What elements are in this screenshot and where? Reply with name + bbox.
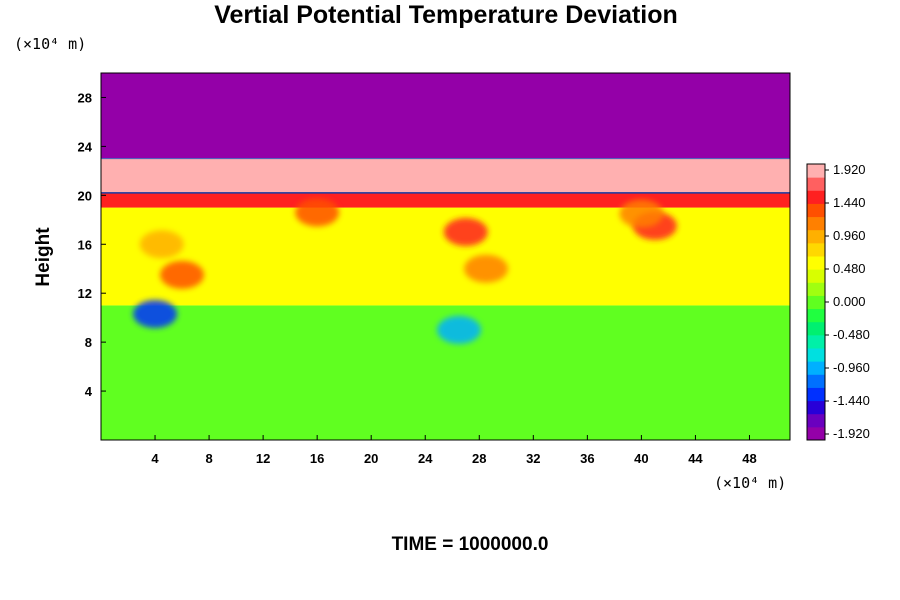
- colorbar-label: 0.960: [833, 228, 866, 243]
- colorbar-swatch: [807, 374, 825, 388]
- time-label: TIME = 1000000.0: [392, 534, 549, 555]
- colorbar-swatch: [807, 164, 825, 178]
- colorbar-label: 0.480: [833, 261, 866, 276]
- colorbar-label: -0.960: [833, 360, 870, 375]
- field-band-3: [101, 158, 790, 193]
- x-tick-label: 16: [310, 451, 324, 466]
- colorbar-swatch: [807, 203, 825, 218]
- y-tick-label: 20: [78, 188, 92, 203]
- x-tick-label: 40: [634, 451, 648, 466]
- colorbar-swatch: [807, 387, 825, 402]
- colorbar-swatch: [807, 361, 825, 375]
- colorbar-swatch: [807, 177, 825, 191]
- plot-fill: [101, 73, 790, 440]
- y-tick-label: 28: [78, 90, 92, 105]
- colorbar-swatch: [807, 308, 825, 323]
- y-tick-label: 12: [78, 286, 92, 301]
- colorbar-swatch: [807, 282, 825, 296]
- colorbar-swatch: [807, 190, 825, 204]
- field-band-1: [101, 207, 790, 306]
- chart-title: Vertial Potential Temperature Deviation: [214, 1, 678, 29]
- colorbar: 1.920 1.440 0.960 0.480 0.000 -0.480 -0.960 -1.…: [806, 162, 870, 441]
- field-anomaly-7: [133, 299, 178, 328]
- field-band-4: [101, 73, 790, 159]
- field-anomaly-1: [139, 230, 184, 259]
- x-unit-label: (×10⁴ m): [714, 474, 786, 492]
- y-axis-label: Height: [33, 227, 54, 287]
- x-tick-label: 20: [364, 451, 378, 466]
- field-anomaly-6: [295, 198, 340, 227]
- colorbar-swatch: [807, 295, 825, 310]
- colorbar-swatch: [807, 256, 825, 270]
- colorbar-swatch: [807, 334, 825, 349]
- colorbar-swatch: [807, 400, 825, 415]
- field-anomaly-0: [160, 260, 205, 289]
- x-tick-label: 44: [688, 451, 703, 466]
- colorbar-swatch: [807, 413, 825, 428]
- x-tick-label: 32: [526, 451, 540, 466]
- colorbar-label: 1.440: [833, 195, 866, 210]
- colorbar-swatch: [807, 216, 825, 231]
- colorbar-label: 1.920: [833, 162, 866, 177]
- y-tick-label: 8: [85, 335, 92, 350]
- colorbar-swatch: [807, 426, 825, 441]
- colorbar-label: -1.920: [833, 426, 870, 441]
- field-anomaly-2: [443, 218, 488, 247]
- x-tick-label: 8: [205, 451, 212, 466]
- plot-frame: [100, 72, 791, 441]
- colorbar-label: -0.480: [833, 327, 870, 342]
- colorbar-label: -1.440: [833, 393, 870, 408]
- y-tick-label: 16: [78, 237, 92, 252]
- colorbar-swatch: [807, 269, 825, 283]
- x-tick-label: 12: [256, 451, 270, 466]
- field-anomaly-3: [464, 254, 509, 283]
- y-tick-label: 24: [78, 139, 93, 154]
- field-anomaly-8: [437, 315, 482, 344]
- x-tick-label: 48: [742, 451, 756, 466]
- x-axis-ticks: 4 8 12 16 20 24 28 32 36 40 44 48: [151, 435, 757, 466]
- x-tick-label: 28: [472, 451, 486, 466]
- colorbar-swatch: [807, 348, 825, 362]
- y-axis-ticks: 4 8 12 16 20 24 28: [78, 90, 106, 399]
- field-anomaly-5: [619, 199, 664, 228]
- colorbar-swatch: [807, 321, 825, 336]
- x-tick-label: 24: [418, 451, 433, 466]
- colorbar-swatch: [807, 229, 825, 244]
- colorbar-label: 0.000: [833, 294, 866, 309]
- x-tick-label: 4: [151, 451, 159, 466]
- x-tick-label: 36: [580, 451, 594, 466]
- y-tick-label: 4: [85, 384, 93, 399]
- colorbar-swatch: [807, 242, 825, 257]
- y-unit-label: (×10⁴ m): [14, 35, 86, 53]
- field-band-2: [101, 192, 790, 208]
